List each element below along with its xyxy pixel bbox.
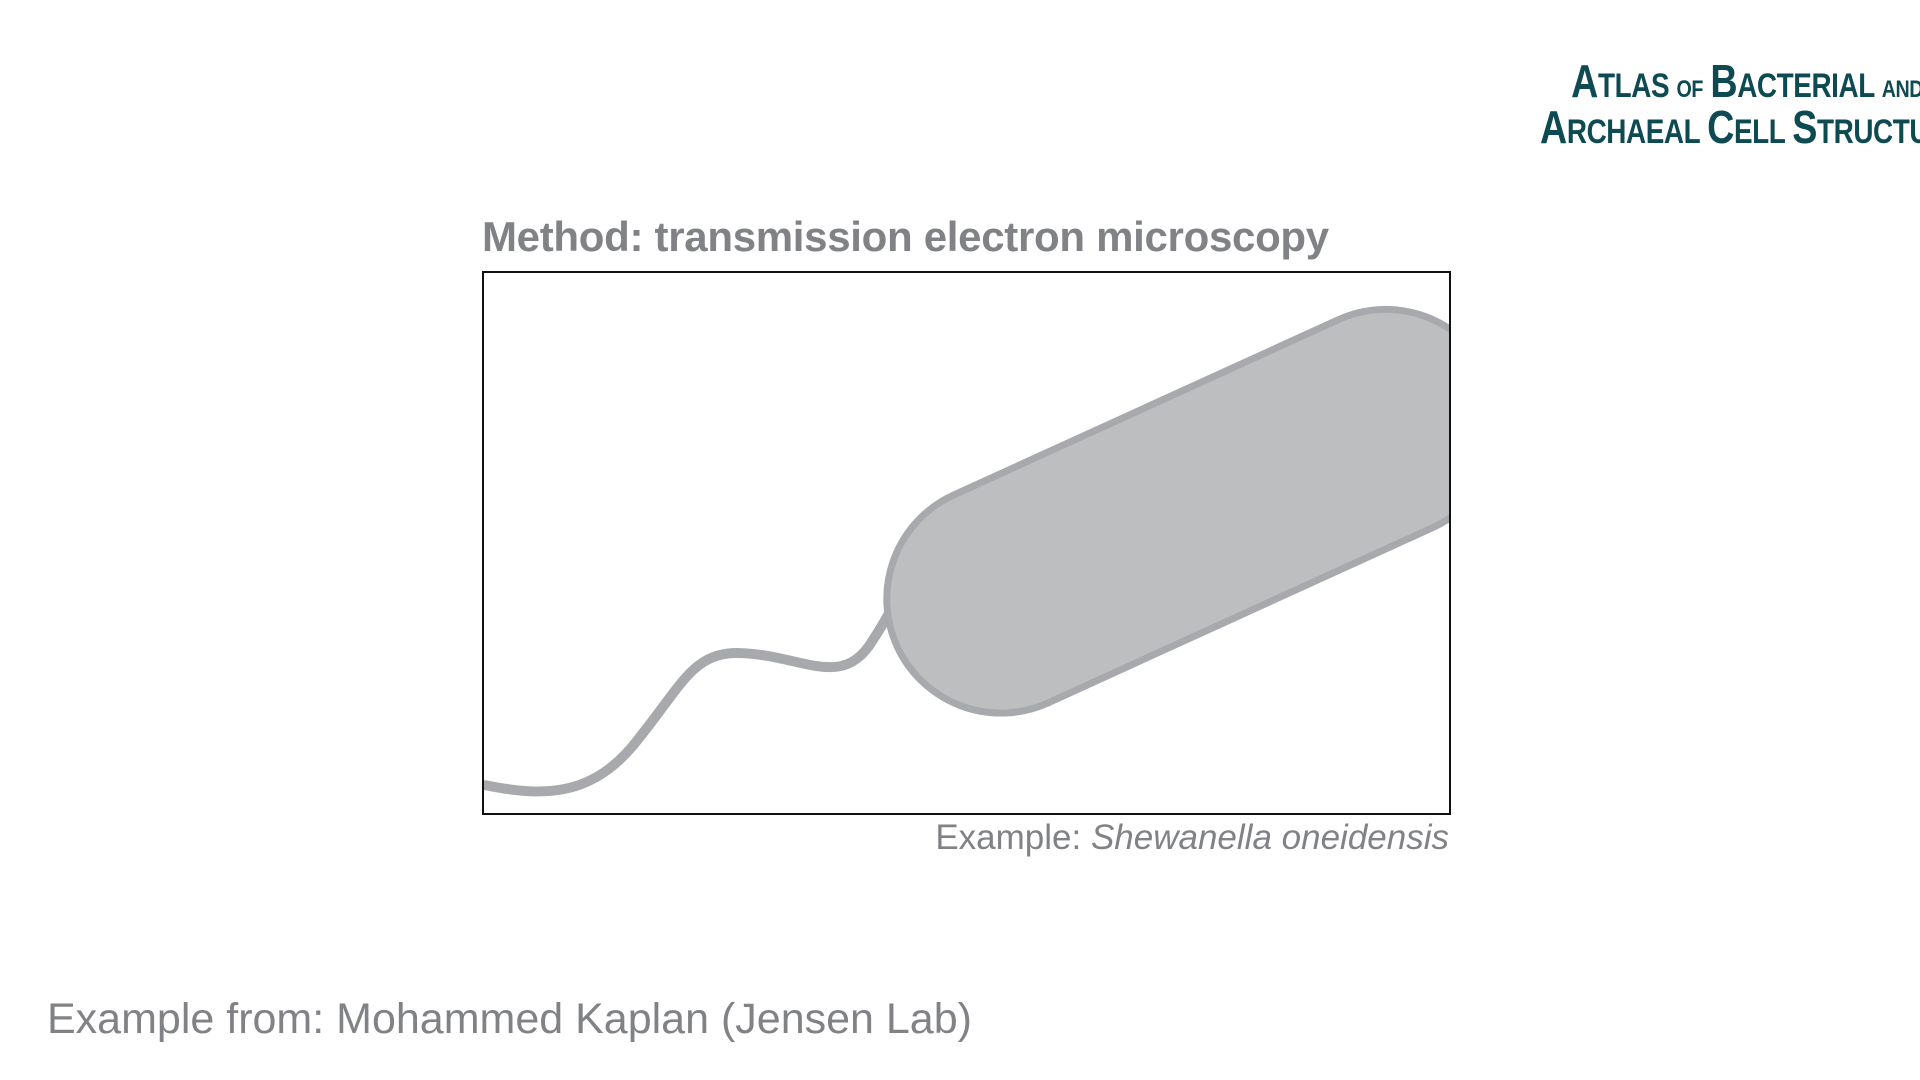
credit-text: Example from: Mohammed Kaplan (Jensen La… <box>47 995 972 1043</box>
diagram-frame <box>482 271 1451 815</box>
example-label: Example: <box>935 818 1091 857</box>
atlas-logo: ATLAS OF BACTERIAL AND ARCHAEAL CELL STR… <box>1540 55 1920 153</box>
method-title: Method: transmission electron microscopy <box>482 213 1329 260</box>
example-caption: Example: Shewanella oneidensis <box>935 818 1449 858</box>
cell-body <box>883 305 1449 717</box>
flagellum <box>484 567 938 797</box>
example-species: Shewanella oneidensis <box>1090 818 1449 857</box>
bacterium-illustration <box>484 305 1449 797</box>
logo-line-1: ATLAS OF BACTERIAL AND <box>1571 55 1920 107</box>
cell-body-group <box>883 305 1449 717</box>
logo-line-2: ARCHAEAL CELL STRUCTURE <box>1540 101 1920 153</box>
